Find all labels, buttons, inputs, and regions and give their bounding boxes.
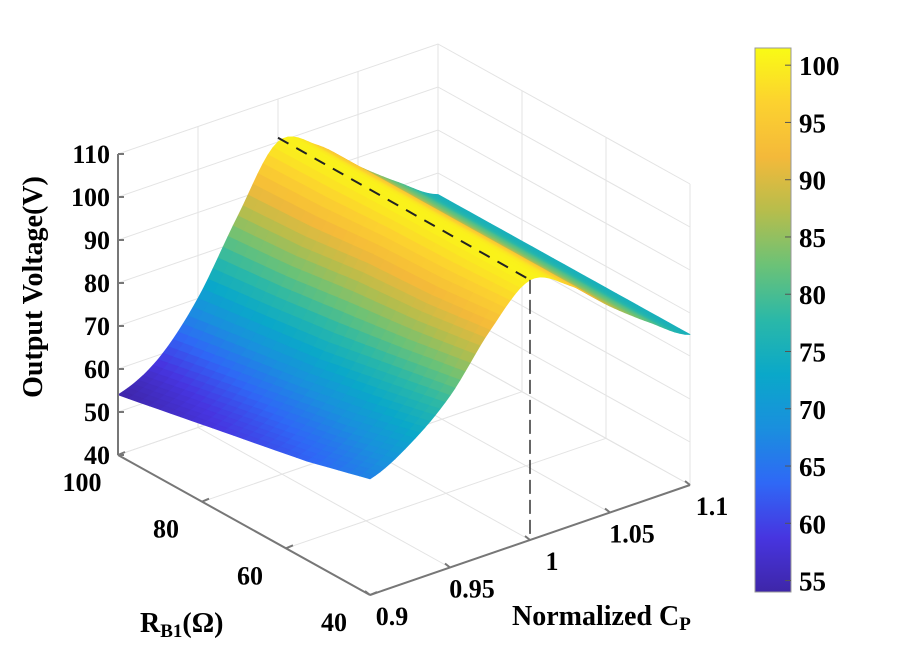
x-tick-label: 0.9 <box>376 602 409 631</box>
surface-patch <box>359 472 376 480</box>
x-tick-mark <box>684 480 691 486</box>
colorbar-tick-label: 75 <box>799 337 826 367</box>
z-tick-label: 110 <box>72 140 110 169</box>
z-axis-label: Output Voltage(V) <box>18 176 49 398</box>
y-axis-label-unit: (Ω) <box>182 608 223 639</box>
colorbar-tick-label: 70 <box>799 395 826 425</box>
x-axis-label-sub: P <box>679 614 691 635</box>
z-tick-label: 80 <box>84 269 110 298</box>
surface-plot <box>117 136 691 480</box>
y-tick-mark <box>201 497 210 503</box>
x-tick-mark <box>604 507 611 514</box>
y-tick-label: 80 <box>153 515 179 544</box>
colorbar-tick-label: 55 <box>799 567 826 597</box>
y-axis-label-main: R <box>140 608 161 639</box>
x-tick-label: 1.05 <box>609 520 655 549</box>
z-tick-label: 60 <box>84 355 110 384</box>
colorbar-tick-label: 65 <box>799 452 826 482</box>
z-tick-label: 100 <box>71 183 110 212</box>
x-tick-label: 1.1 <box>696 492 729 521</box>
x-tick-label: 0.95 <box>449 575 495 604</box>
colorbar: 55 60 65 70 75 80 85 90 95 100 <box>754 47 840 597</box>
y-tick-label: 100 <box>63 468 102 497</box>
grid-line <box>201 90 523 503</box>
colorbar-tick-label: 85 <box>799 223 826 253</box>
colorbar-tick-label: 100 <box>799 51 840 81</box>
y-tick-mark <box>117 451 126 456</box>
grid-line <box>285 137 607 549</box>
colorbar-tick-label: 95 <box>799 108 826 138</box>
z-tick-label: 90 <box>84 226 110 255</box>
grid-line <box>117 43 691 185</box>
z-tick-label: 70 <box>84 312 110 341</box>
colorbar-tick-label: 60 <box>799 509 826 539</box>
y-axis-label-sub: B1 <box>160 621 182 642</box>
x-axis-label: Normalized CP <box>512 601 691 635</box>
y-tick-label: 40 <box>321 608 347 637</box>
x-tick-mark <box>524 535 531 541</box>
y-tick-mark <box>369 591 378 596</box>
y-tick-label: 60 <box>237 561 263 590</box>
x-tick-mark <box>444 562 451 569</box>
x-tick-label: 1 <box>546 547 559 576</box>
x-axis-label-main: Normalized C <box>512 601 679 632</box>
y-axis-line <box>117 454 371 596</box>
z-tick-label: 40 <box>84 441 110 470</box>
ridge-dashed-line <box>277 136 531 281</box>
z-tick-label: 50 <box>84 398 110 427</box>
axes: 40 50 60 70 80 90 100 110 40 60 80 100 0.9 0.95 1 1.05 1… <box>63 140 729 637</box>
x-tick-mark <box>364 590 371 596</box>
y-tick-mark <box>285 544 294 550</box>
colorbar-tick-label: 80 <box>799 280 826 310</box>
colorbar-gradient <box>754 47 792 593</box>
colorbar-tick-label: 90 <box>799 166 826 196</box>
y-axis-label: RB1(Ω) <box>140 608 224 642</box>
annotation-lines <box>277 136 531 540</box>
